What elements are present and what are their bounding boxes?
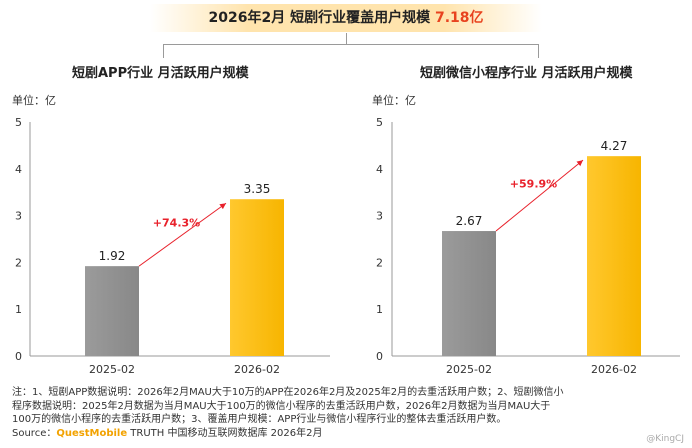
source-brand: QuestMobile <box>56 427 128 439</box>
bar-2026-02 <box>587 156 641 356</box>
panel-title-app: 短剧APP行业 月活跃用户规模 <box>72 66 249 81</box>
y-tick-label: 4 <box>15 163 22 176</box>
bar-value-label: 3.35 <box>244 182 271 196</box>
y-tick-label: 2 <box>15 256 22 269</box>
x-tick-label: 2025-02 <box>89 363 135 376</box>
source-text: TRUTH 中国移动互联网数据库 2026年2月 <box>127 427 323 439</box>
headline-banner: 2026年2月 短剧行业覆盖用户规模 7.18亿 <box>150 4 542 32</box>
footnote-line: 程序数据说明：2025年2月数据为当月MAU大于100万的微信小程序的去重活跃用… <box>12 400 551 412</box>
chart-app-mau: 0 1 2 3 4 5 1.92 2025-02 3.35 2026-02 +74.3% <box>15 116 330 376</box>
source-line: Source：QuestMobile TRUTH 中国移动互联网数据库 2026… <box>12 427 682 441</box>
bracket-left <box>163 44 164 58</box>
bar-2025-02 <box>442 231 496 356</box>
footnote-line: 注：1、短剧APP数据说明：2026年2月MAU大于10万的APP在2026年2… <box>12 387 564 398</box>
bracket-line <box>163 44 538 45</box>
y-tick-label: 0 <box>376 350 383 363</box>
bar-2026-02 <box>230 199 284 356</box>
unit-label-app: 单位：亿 <box>12 94 56 107</box>
growth-label: +74.3% <box>153 217 200 230</box>
growth-arrow <box>138 202 227 267</box>
growth-label: +59.9% <box>510 178 557 191</box>
y-tick-label: 3 <box>15 210 22 223</box>
bar-value-label: 4.27 <box>601 139 628 153</box>
headline-text: 2026年2月 短剧行业覆盖用户规模 <box>208 10 431 26</box>
y-tick-label: 5 <box>376 116 383 129</box>
growth-arrow <box>495 159 584 232</box>
footnotes: 注：1、短剧APP数据说明：2026年2月MAU大于10万的APP在2026年2… <box>12 386 682 440</box>
chart-miniprogram-mau: 0 1 2 3 4 5 2.67 2025-02 4.27 2026-02 +59.9% <box>376 116 680 376</box>
y-tick-label: 1 <box>376 303 383 316</box>
panel-title-miniprogram: 短剧微信小程序行业 月活跃用户规模 <box>420 66 633 81</box>
unit-label-miniprogram: 单位：亿 <box>372 94 416 107</box>
watermark: @KingCJ <box>646 434 684 444</box>
bracket-right <box>538 44 539 58</box>
footnote-line: 100万的微信小程序的去重活跃用户数；3、覆盖用户规模：APP行业与微信小程序行… <box>12 414 507 425</box>
y-tick-label: 1 <box>15 303 22 316</box>
x-tick-label: 2026-02 <box>591 363 637 376</box>
y-tick-label: 2 <box>376 256 383 269</box>
y-tick-label: 4 <box>376 163 383 176</box>
bar-2025-02 <box>85 266 139 356</box>
y-tick-label: 5 <box>15 116 22 129</box>
y-tick-label: 3 <box>376 210 383 223</box>
x-tick-label: 2025-02 <box>446 363 492 376</box>
bar-value-label: 1.92 <box>99 249 126 263</box>
headline-value: 7.18亿 <box>434 10 484 26</box>
x-tick-label: 2026-02 <box>234 363 280 376</box>
bracket-connector <box>346 33 347 44</box>
bar-value-label: 2.67 <box>456 214 483 228</box>
source-prefix: Source： <box>12 427 57 439</box>
y-tick-label: 0 <box>15 350 22 363</box>
